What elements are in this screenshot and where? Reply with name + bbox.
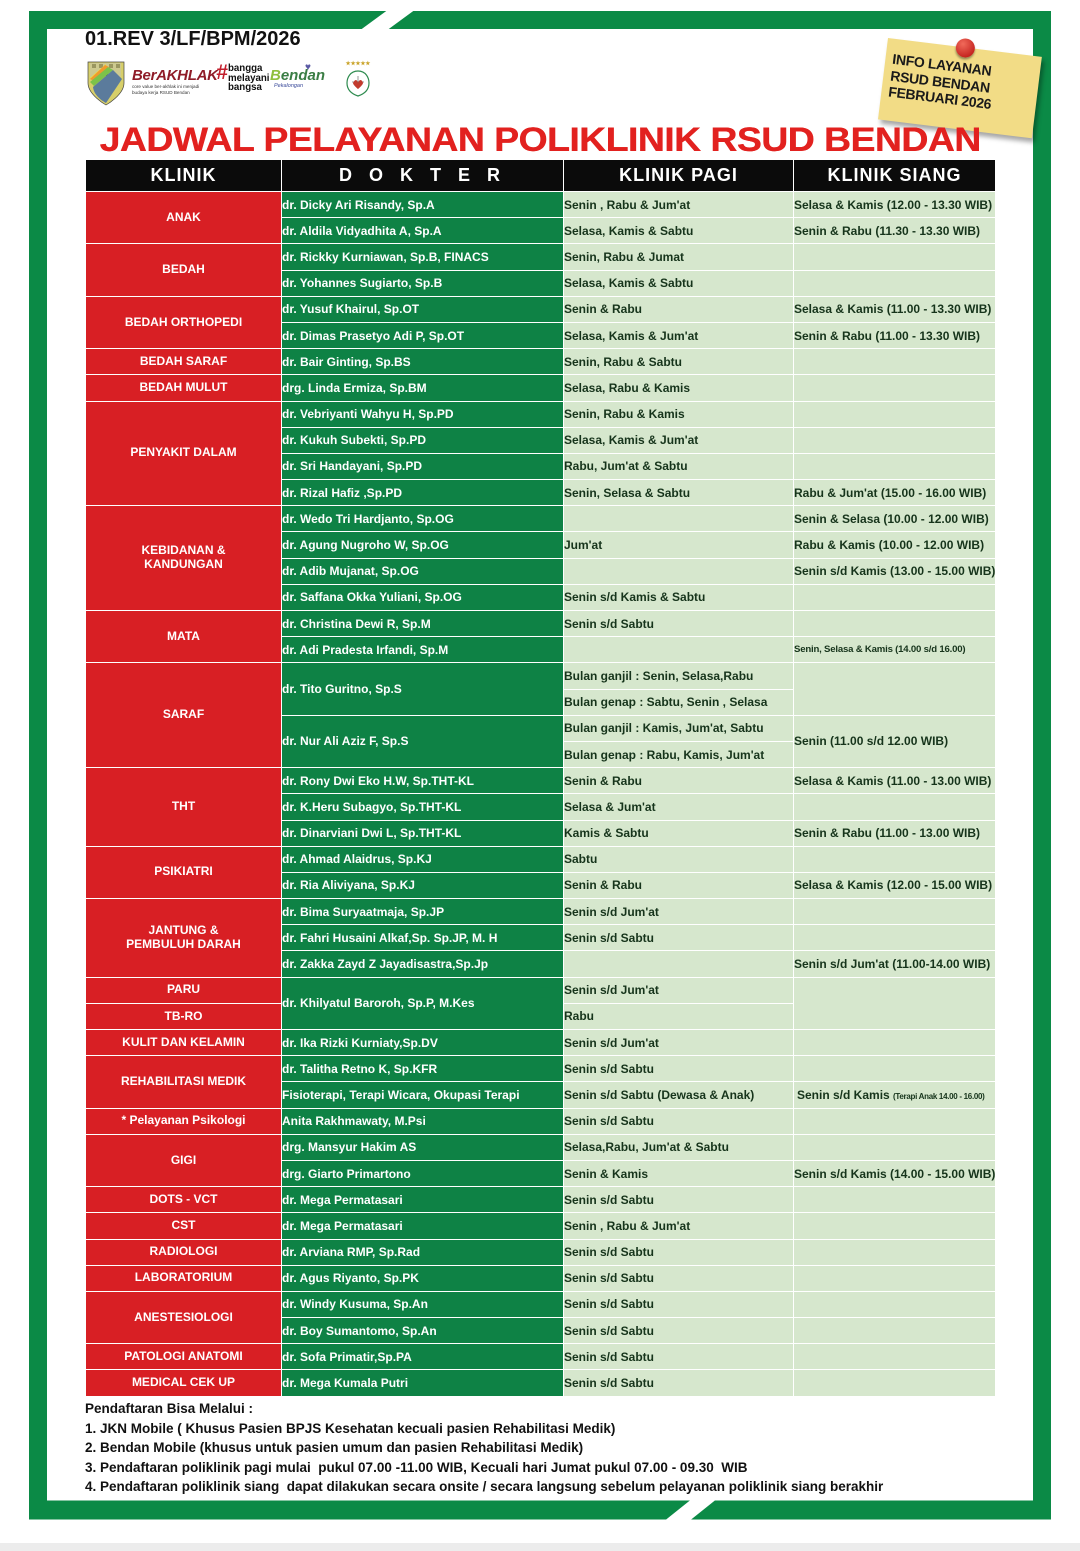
svg-text:★★★★★: ★★★★★ — [346, 60, 372, 67]
